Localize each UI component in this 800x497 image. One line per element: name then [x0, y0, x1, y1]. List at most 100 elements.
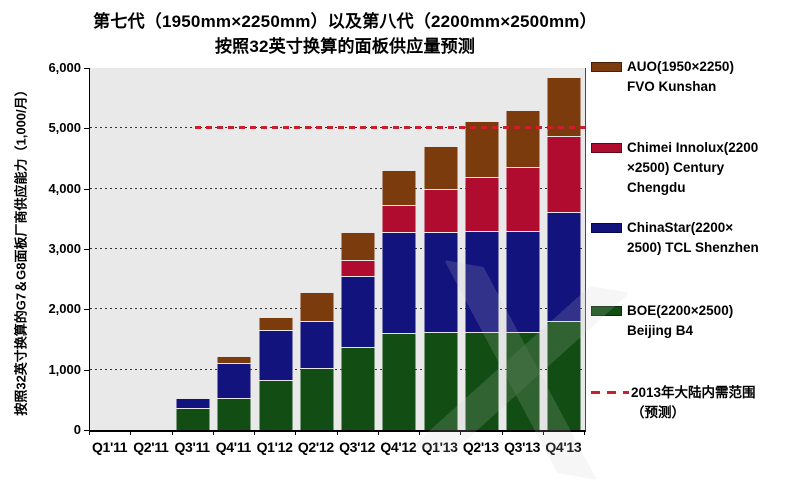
bar-segment-Q4'13: [547, 135, 581, 212]
bar-segment-Q3'13: [506, 166, 540, 232]
bar-segment-Q4'13: [547, 77, 581, 136]
x-tick-label-Q3'13: Q3'13: [504, 439, 541, 455]
bar-segment-Q3'13: [506, 331, 540, 430]
bar-slot-Q1'12: [255, 68, 296, 430]
y-tick-label-2,000: 2,000: [48, 301, 81, 317]
stacked-bar-Q2'12: [300, 292, 334, 430]
bar-segment-Q3'11: [176, 408, 210, 430]
legend-label: Chimei Innolux(2200 ×2500) Century Chengdu: [627, 138, 758, 198]
bar-segment-Q4'12: [382, 232, 416, 333]
legend-label-line: Chimei Innolux(2200: [627, 140, 759, 155]
x-tick-label-Q4'12: Q4'12: [380, 439, 417, 455]
legend-label: AUO(1950×2250) FVO Kunshan: [627, 57, 734, 97]
bar-segment-Q4'12: [382, 332, 416, 430]
legend-color-swatch: [591, 143, 622, 153]
legend-item-2: ChinaStar(2200× 2500) TCL Shenzhen: [591, 218, 759, 258]
chart-title-line1: 第七代（1950mm×2250mm）以及第八代（2200mm×2500mm）: [93, 12, 597, 31]
legend-dash-marker: [591, 391, 629, 394]
legend-label: BOE(2200×2500) Beijing B4: [627, 301, 733, 341]
bar-segment-Q1'12: [259, 330, 293, 380]
y-tick-label-5,000: 5,000: [48, 120, 81, 136]
y-tick-label-0: 0: [73, 422, 81, 437]
x-tick-mark: [254, 431, 255, 435]
gridline-3000: [90, 248, 585, 249]
x-tick-label-Q3'12: Q3'12: [339, 439, 376, 455]
x-tick-label-Q1'12: Q1'12: [256, 439, 293, 455]
x-tick-label-Q4'13: Q4'13: [545, 439, 582, 455]
stacked-bar-Q4'12: [382, 170, 416, 430]
stacked-bar-Q3'11: [176, 398, 210, 430]
bar-segment-Q4'13: [547, 211, 581, 322]
bar-segment-Q2'13: [465, 176, 499, 232]
legend-label-line: ChinaStar(2200×: [627, 220, 734, 235]
bar-segment-Q4'12: [382, 170, 416, 206]
x-tick-label-Q1'11: Q1'11: [91, 439, 128, 455]
y-tick-mark: [84, 68, 89, 69]
legend-label-line: 2013年大陆内需范围: [631, 385, 756, 400]
bar-segment-Q4'11: [217, 398, 251, 430]
legend-label-line: （预测）: [631, 405, 685, 420]
y-tick-label-6,000: 6,000: [48, 60, 81, 75]
bar-segment-Q4'11: [217, 356, 251, 363]
bar-slot-Q2'13: [461, 68, 502, 430]
legend-item-3: BOE(2200×2500) Beijing B4: [591, 301, 733, 341]
bar-segment-Q1'13: [424, 331, 458, 430]
x-tick-label-Q1'13: Q1'13: [421, 439, 458, 455]
legend-label-line: AUO(1950×2250): [627, 59, 734, 74]
y-tick-label-1,000: 1,000: [48, 361, 81, 377]
legend-item-4: 2013年大陆内需范围 （预测）: [591, 383, 756, 423]
x-tick-label-Q2'13: Q2'13: [462, 439, 499, 455]
x-tick-mark: [419, 431, 420, 435]
x-tick-mark: [501, 431, 503, 435]
bar-segment-Q2'12: [300, 321, 334, 368]
y-tick-mark: [84, 430, 89, 431]
bar-slot-Q2'12: [296, 68, 337, 430]
x-tick-mark: [212, 431, 214, 435]
bar-segment-Q2'12: [300, 292, 334, 322]
stacked-bar-Q3'13: [506, 109, 540, 430]
bar-segment-Q2'13: [465, 120, 499, 177]
legend-color-swatch: [591, 306, 622, 316]
bar-slot-Q4'12: [379, 68, 420, 430]
bar-slot-Q1'13: [420, 68, 461, 430]
x-tick-mark: [336, 431, 338, 435]
stacked-bar-Q4'13: [547, 77, 581, 430]
legend-label-line: Beijing B4: [627, 323, 694, 338]
legend-label-line: BOE(2200×2500): [627, 303, 734, 318]
legend-label-line: ×2500) Century: [627, 160, 725, 175]
stacked-bar-Q1'12: [259, 317, 293, 430]
y-tick-mark: [84, 309, 89, 311]
bar-segment-Q3'12: [341, 346, 375, 430]
y-tick-mark: [84, 249, 89, 250]
reference-line-2013-demand: [195, 126, 585, 130]
stacked-bar-Q4'11: [217, 356, 251, 430]
x-tick-label-Q3'11: Q3'11: [174, 439, 210, 455]
bar-segment-Q3'13: [506, 109, 540, 167]
x-tick-mark: [89, 431, 90, 435]
bar-segment-Q1'13: [424, 145, 458, 190]
legend-color-swatch: [591, 223, 622, 233]
bar-segment-Q3'12: [341, 259, 375, 277]
stacked-bar-Q1'13: [424, 145, 458, 430]
legend-label-line: Chengdu: [627, 180, 686, 195]
gridline-2000: [90, 308, 585, 310]
x-tick-label-Q2'11: Q2'11: [133, 439, 169, 455]
legend-item-0: AUO(1950×2250) FVO Kunshan: [591, 57, 734, 97]
legend-color-swatch: [591, 62, 622, 72]
bar-segment-Q4'13: [547, 321, 581, 430]
x-tick-label-Q4'11: Q4'11: [215, 439, 252, 455]
legend-item-1: Chimei Innolux(2200 ×2500) Century Chengdu: [591, 138, 758, 198]
y-tick-label-4,000: 4,000: [48, 180, 81, 196]
x-tick-mark: [295, 431, 297, 435]
bar-slot-Q4'13: [544, 68, 585, 430]
x-tick-mark: [130, 431, 132, 435]
chart-title-line2: 按照32英寸换算的面板供应量预测: [214, 37, 476, 56]
x-tick-mark: [584, 431, 585, 435]
gridline-1000: [90, 368, 585, 370]
x-tick-mark: [460, 431, 462, 435]
bar-slot-Q3'12: [338, 68, 379, 430]
y-tick-mark: [84, 188, 89, 190]
stacked-bar-Q2'13: [465, 120, 499, 430]
bar-slot-Q4'11: [214, 68, 255, 430]
